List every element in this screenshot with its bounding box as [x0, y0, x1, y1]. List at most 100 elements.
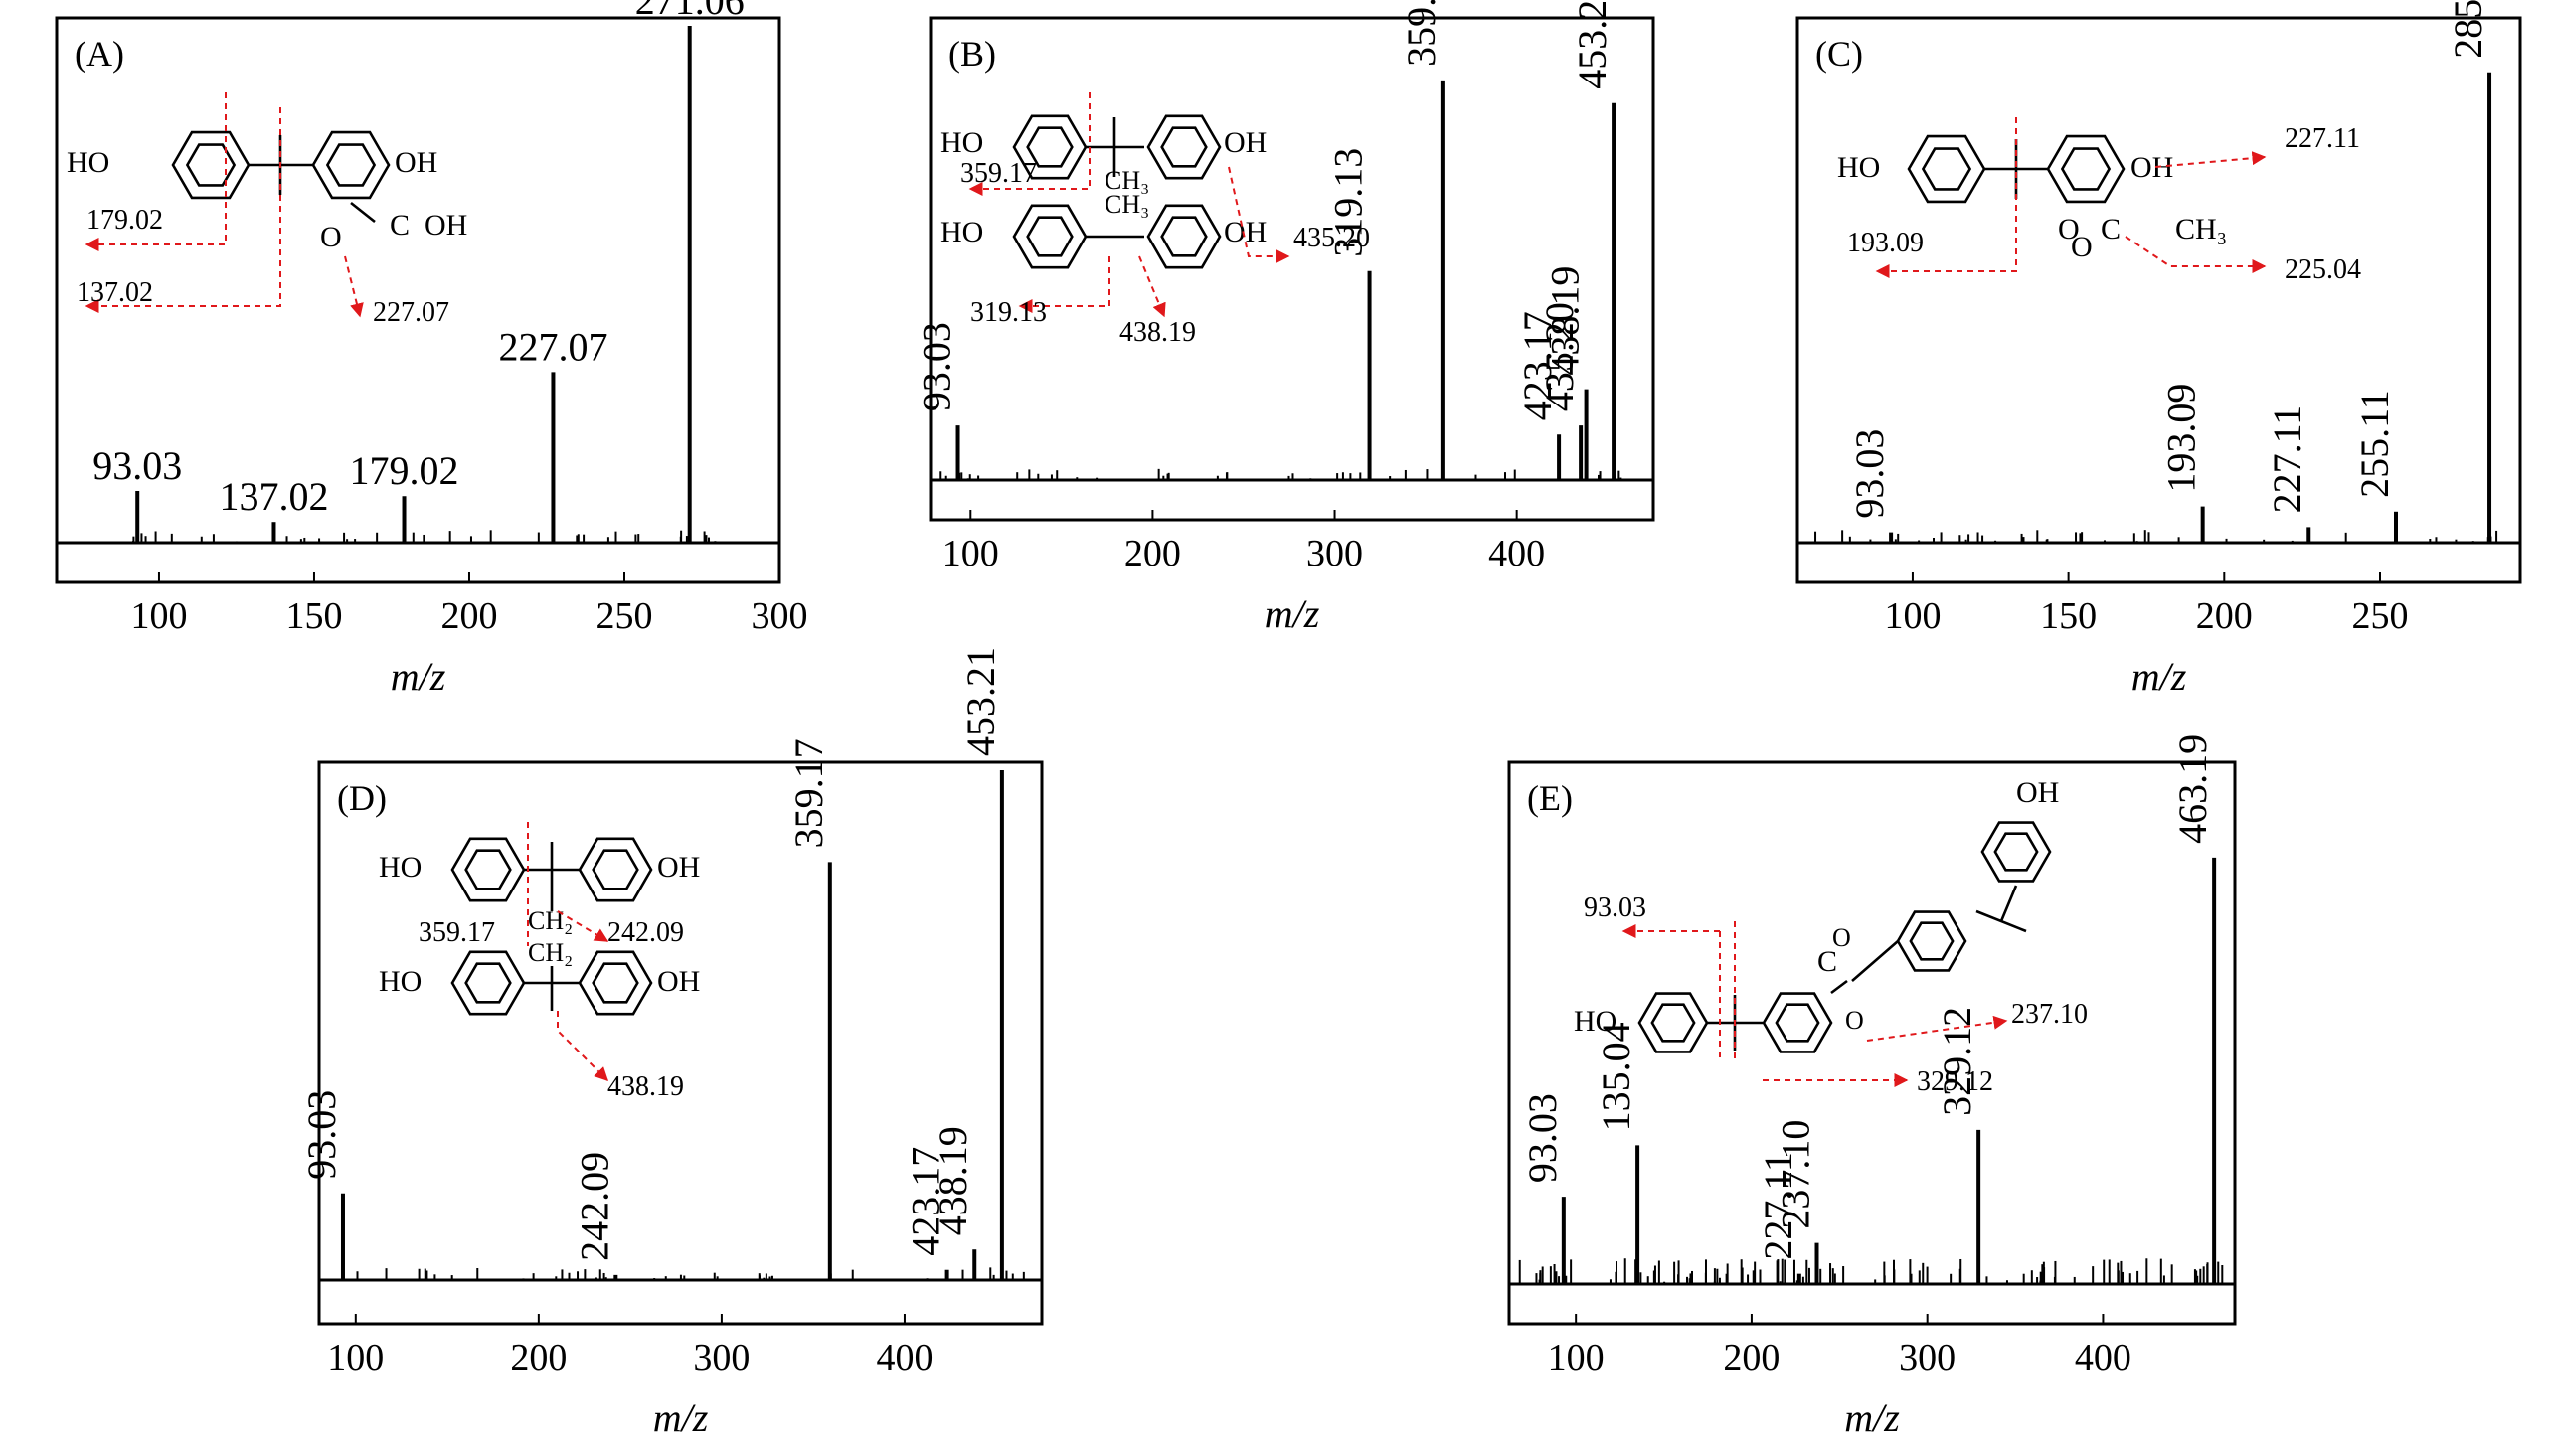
panel-label: (D) [337, 778, 387, 818]
structure-label: OH [2016, 776, 2059, 809]
molecule-structure: HO OH HO OH CH₂ CH₂ 359.17 242.09 438.19 [379, 822, 700, 1102]
fragment-label: 359.17 [419, 917, 495, 948]
structure-label: CH₃ [1105, 166, 1149, 195]
structure-label: C [390, 209, 410, 242]
structure-label: CH₂ [528, 906, 573, 935]
plot-frame [929, 16, 1655, 522]
fragmentation-path [557, 910, 609, 942]
aromatic-circle [1160, 216, 1208, 257]
benzene-ring [1907, 134, 1986, 204]
bond [1999, 885, 2018, 922]
fragmentation-path [1228, 166, 1290, 263]
x-tick-label: 100 [942, 533, 999, 574]
bond [1851, 940, 1899, 982]
aromatic-circle [1993, 832, 2039, 872]
aromatic-circle [592, 962, 639, 1004]
aromatic-circle [1909, 921, 1955, 961]
bond [350, 201, 376, 224]
aromatic-circle [1026, 216, 1074, 257]
structure-label: HO [1837, 151, 1880, 184]
peak-label: 135.04 [1594, 1022, 1638, 1131]
x-tick-label: 400 [876, 1337, 933, 1378]
peak-label: 179.02 [350, 448, 459, 493]
fragmentation-path [1018, 256, 1110, 313]
benzene-ring [171, 130, 251, 200]
peak-label: 93.03 [299, 1090, 344, 1180]
ms-panel-b: (B) 100 200 300 400 m/z 453.21 359.17 319.13 438.… [915, 0, 1655, 636]
peak-label: 237.10 [1773, 1120, 1817, 1229]
benzene-ring [1146, 114, 1222, 180]
x-tick-label: 200 [1124, 533, 1181, 574]
aromatic-circle [1160, 126, 1208, 168]
peak-label: 93.03 [915, 322, 959, 411]
peak-label: 359.17 [1399, 0, 1444, 67]
x-tick-label: 100 [327, 1337, 384, 1378]
benzene-ring [1762, 992, 1833, 1053]
fragment-label: 359.17 [960, 158, 1037, 189]
molecule-structure: HO OH C OH O 179.02 137.02 227.07 [67, 92, 467, 328]
fragment-label: 179.02 [86, 205, 163, 236]
benzene-ring [450, 950, 526, 1016]
aromatic-circle [1026, 126, 1074, 168]
plot-frame [1507, 760, 2237, 1326]
structure-label: O [1832, 923, 1851, 952]
aromatic-circle [325, 143, 377, 187]
structure-label: CH₃ [1105, 190, 1149, 219]
structure-label: OH [425, 209, 467, 242]
aromatic-circle [1921, 147, 1972, 191]
peak-label: 435.20 [1537, 302, 1582, 411]
x-tick-label: 200 [440, 595, 497, 637]
peak-label: 227.11 [2265, 405, 2309, 514]
peak-label: 423.17 [904, 1147, 948, 1256]
peak-label: 329.12 [1935, 1007, 1979, 1116]
benzene-ring [1146, 204, 1222, 269]
panel-label: (C) [1815, 34, 1863, 74]
peak-label: 227.07 [498, 324, 607, 369]
x-tick-label: 250 [595, 595, 652, 637]
x-tick-label: 300 [693, 1337, 750, 1378]
fragment-label: 93.03 [1584, 892, 1646, 923]
x-tick-label: 250 [2351, 595, 2408, 637]
x-axis-label: m/z [653, 1395, 709, 1440]
ms-panel-e: (E)100 200 300 400m/z463.19329.12237.10227.… [1507, 734, 2237, 1440]
benzene-ring [1637, 992, 1709, 1053]
plot-frame [55, 16, 781, 584]
structure-label: O [1845, 1006, 1864, 1035]
fragment-label: 227.07 [373, 297, 449, 328]
structure-label: O [2058, 213, 2080, 245]
ms-panel-a: (A) 100 150 200 250 300 m/z 271.06 227.07 179.02 1… [55, 0, 808, 699]
x-tick-label: 200 [1723, 1337, 1780, 1378]
peak-label: 438.19 [931, 1126, 975, 1235]
fragment-label: 242.09 [607, 917, 684, 948]
x-tick-label: 300 [1899, 1337, 1956, 1378]
peak-label: 285.12 [2446, 0, 2490, 59]
x-axis-label: m/z [1844, 1395, 1900, 1440]
fragment-label: 438.19 [607, 1071, 684, 1102]
peak-label: 93.03 [1847, 429, 1892, 519]
peak-label: 438.19 [1543, 266, 1588, 376]
x-axis-label: m/z [391, 654, 446, 699]
x-tick-label: 400 [2075, 1337, 2131, 1378]
fragment-label: 319.13 [970, 297, 1047, 328]
peak-label: 463.19 [2170, 734, 2215, 844]
x-tick-label: 150 [2040, 595, 2097, 637]
structure-label: HO [379, 851, 422, 884]
aromatic-circle [185, 143, 237, 187]
fragmentation-path [557, 1011, 608, 1081]
structure-label: CH₂ [528, 938, 573, 967]
fragment-label: 227.11 [2285, 123, 2360, 154]
structure-label: CH₃ [2175, 213, 2227, 245]
structure-label: HO [379, 965, 422, 998]
structure-label: O [320, 221, 342, 253]
benzene-ring [311, 130, 391, 200]
fragmentation-path [85, 92, 227, 251]
peak-label: 93.03 [1520, 1093, 1565, 1183]
x-axis-label: m/z [2131, 654, 2187, 699]
benzene-ring [578, 950, 653, 1016]
peak-label: 93.03 [92, 443, 182, 488]
fragment-label: 137.02 [77, 277, 153, 308]
peak-label: 227.11 [1756, 1152, 1800, 1260]
x-tick-label: 400 [1488, 533, 1545, 574]
molecule-structure: HO OH CO CH₃ O 227.11 193.09 225.04 [1837, 117, 2361, 285]
